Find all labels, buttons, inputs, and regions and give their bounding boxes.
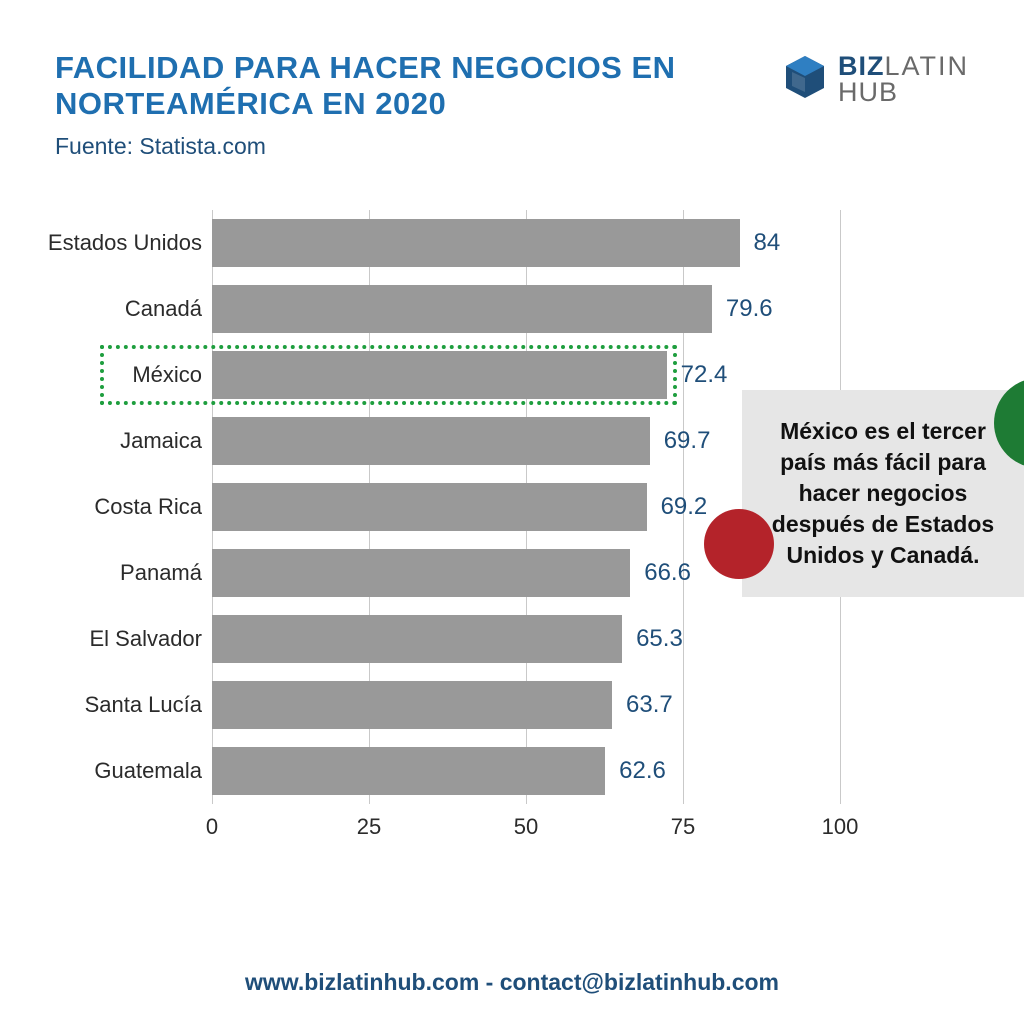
bar-value-label: 72.4 xyxy=(681,361,728,389)
x-tick-label: 75 xyxy=(671,814,695,850)
bar xyxy=(212,615,622,663)
page-title: FACILIDAD PARA HACER NEGOCIOS EN NORTEAM… xyxy=(55,50,695,121)
bar xyxy=(212,285,712,333)
bar xyxy=(212,681,612,729)
y-axis-label: Costa Rica xyxy=(40,494,202,520)
bar xyxy=(212,417,650,465)
bar-value-label: 79.6 xyxy=(726,295,773,323)
y-axis-label: Panamá xyxy=(40,560,202,586)
x-tick-label: 100 xyxy=(822,814,859,850)
bar-value-label: 63.7 xyxy=(626,691,673,719)
x-tick-label: 25 xyxy=(357,814,381,850)
bar-value-label: 69.2 xyxy=(661,493,708,521)
callout-text: México es el tercer país más fácil para … xyxy=(766,416,1000,571)
bar-value-label: 66.6 xyxy=(644,559,691,587)
bar-value-label: 62.6 xyxy=(619,757,666,785)
y-axis-label: Santa Lucía xyxy=(40,692,202,718)
highlight-outline xyxy=(100,345,677,405)
logo-biz: BIZ xyxy=(838,54,885,80)
logo-hub: HUB xyxy=(838,80,969,106)
infographic-canvas: FACILIDAD PARA HACER NEGOCIOS EN NORTEAM… xyxy=(0,0,1024,1024)
title-block: FACILIDAD PARA HACER NEGOCIOS EN NORTEAM… xyxy=(55,50,695,160)
bar-value-label: 65.3 xyxy=(636,625,683,653)
source-line: Fuente: Statista.com xyxy=(55,133,695,160)
brand-logo: BIZ LATIN HUB xyxy=(782,54,969,105)
bar-value-label: 69.7 xyxy=(664,427,711,455)
x-tick-label: 50 xyxy=(514,814,538,850)
x-tick-label: 0 xyxy=(206,814,218,850)
bar xyxy=(212,549,630,597)
logo-latin: LATIN xyxy=(884,54,969,80)
bar xyxy=(212,483,647,531)
header: FACILIDAD PARA HACER NEGOCIOS EN NORTEAM… xyxy=(55,50,969,160)
y-axis-label: Guatemala xyxy=(40,758,202,784)
bar xyxy=(212,747,605,795)
y-axis-label: El Salvador xyxy=(40,626,202,652)
y-axis-label: Jamaica xyxy=(40,428,202,454)
y-axis-label: Canadá xyxy=(40,296,202,322)
callout-accent-red xyxy=(704,509,774,579)
logo-icon xyxy=(782,54,828,100)
logo-text: BIZ LATIN HUB xyxy=(838,54,969,105)
callout-box: México es el tercer país más fácil para … xyxy=(742,390,1024,597)
y-axis-label: Estados Unidos xyxy=(40,230,202,256)
bar xyxy=(212,219,740,267)
footer-contact: www.bizlatinhub.com - contact@bizlatinhu… xyxy=(0,969,1024,996)
bar-value-label: 84 xyxy=(754,229,781,257)
